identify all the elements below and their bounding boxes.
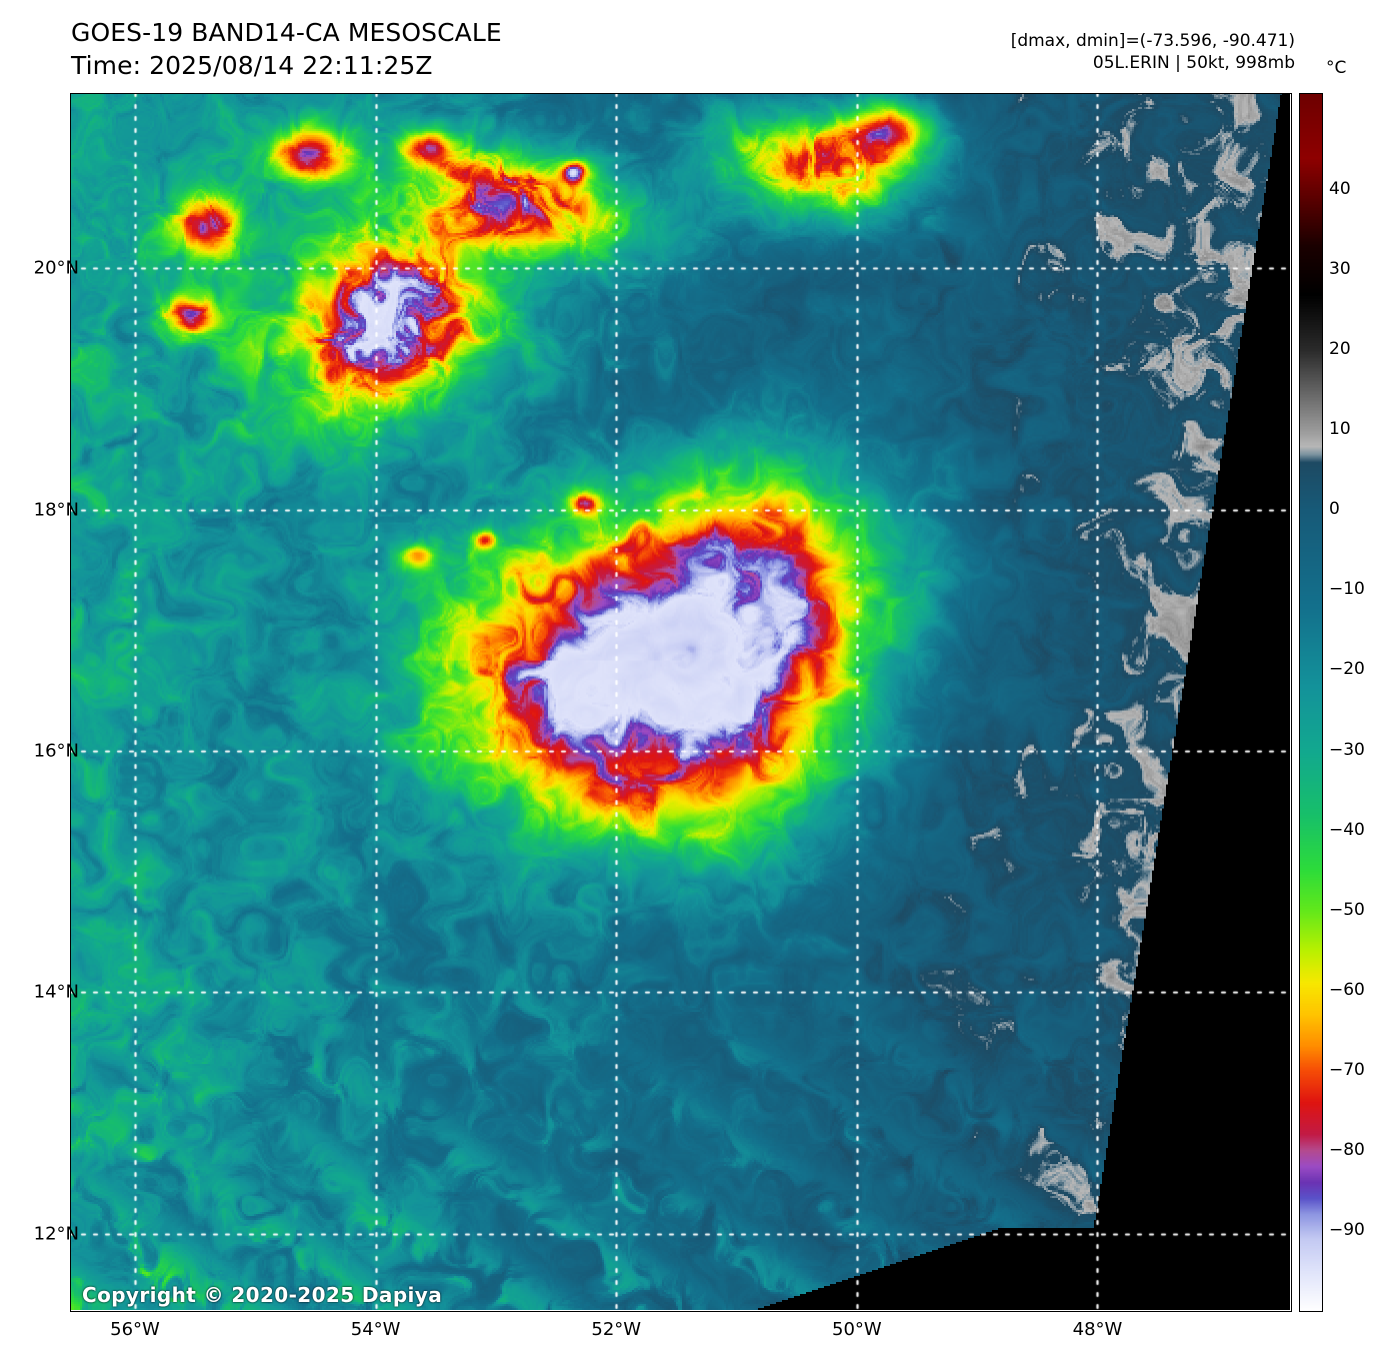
colorbar-tick-12: −80 <box>1329 1139 1365 1160</box>
colorbar-tick-3: 10 <box>1329 419 1351 440</box>
colorbar-tick-5: −10 <box>1329 579 1365 600</box>
satellite-plot-area[interactable] <box>70 93 1290 1310</box>
figure-title-block: GOES-19 BAND14-CA MESOSCALE Time: 2025/0… <box>71 17 502 82</box>
observation-time: Time: 2025/08/14 22:11:25Z <box>71 50 433 80</box>
copyright-notice: Copyright © 2020-2025 Dapiya <box>82 1283 443 1307</box>
data-minmax-label: [dmax, dmin]=(-73.596, -90.471) <box>1010 31 1295 51</box>
lat-tick-4: 12°N <box>33 1223 79 1245</box>
lon-tick-0: 56°W <box>110 1319 160 1340</box>
lon-tick-4: 48°W <box>1072 1319 1123 1340</box>
colorbar-tick-13: −90 <box>1329 1219 1365 1240</box>
colorbar-gradient <box>1300 94 1322 1311</box>
colorbar-tick-4: 0 <box>1329 499 1340 520</box>
colorbar-tick-2: 20 <box>1329 339 1351 360</box>
colorbar-tick-6: −20 <box>1329 659 1365 680</box>
figure-metadata-block: [dmax, dmin]=(-73.596, -90.471) 05L.ERIN… <box>1011 31 1295 75</box>
colorbar-tick-1: 30 <box>1329 259 1351 280</box>
lat-tick-0: 20°N <box>33 257 79 279</box>
lon-tick-1: 54°W <box>350 1319 401 1340</box>
latitude-longitude-gridlines <box>70 93 1290 1310</box>
colorbar-tick-8: −40 <box>1329 819 1365 840</box>
colorbar-unit-label: °C <box>1326 58 1347 78</box>
colorbar-tick-0: 40 <box>1329 179 1351 200</box>
page-title: GOES-19 BAND14-CA MESOSCALE <box>71 18 502 47</box>
temperature-colorbar[interactable] <box>1299 93 1323 1312</box>
colorbar-tick-11: −70 <box>1329 1059 1365 1080</box>
lon-tick-2: 52°W <box>591 1319 642 1340</box>
colorbar-tick-7: −30 <box>1329 739 1365 760</box>
lat-tick-3: 14°N <box>33 981 79 1003</box>
colorbar-tick-10: −60 <box>1329 979 1365 1000</box>
storm-info-label: 05L.ERIN | 50kt, 998mb <box>1092 52 1295 73</box>
lat-tick-1: 18°N <box>33 499 79 521</box>
lat-tick-2: 16°N <box>33 740 79 762</box>
colorbar-tick-9: −50 <box>1329 899 1365 920</box>
lon-tick-3: 50°W <box>832 1319 882 1340</box>
